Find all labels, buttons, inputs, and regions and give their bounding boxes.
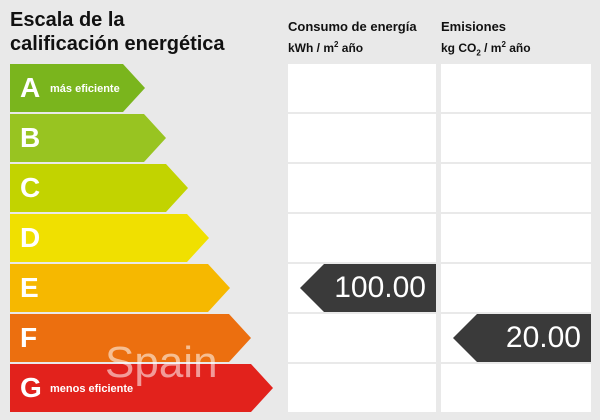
- emissions-cell: [441, 64, 591, 112]
- page-title: Escala de la calificación energética: [10, 8, 225, 56]
- rating-row-b: B: [0, 114, 600, 162]
- title-line-1: Escala de la: [10, 9, 125, 31]
- rating-arrow-f: F: [10, 314, 251, 362]
- rating-letter: F: [20, 322, 38, 353]
- energy-header-title: Consumo de energía: [288, 19, 417, 34]
- rating-row-e: E 100.00: [0, 264, 600, 312]
- energy-cell: [288, 64, 436, 112]
- emissions-header-title: Emisiones: [441, 19, 507, 34]
- energy-cell: [288, 114, 436, 162]
- energy-value-indicator: 100.00: [300, 264, 436, 312]
- rating-letter: E: [20, 272, 39, 303]
- energy-cell: [288, 364, 436, 412]
- emissions-header-unit: kg CO2 / m2 año: [441, 40, 531, 58]
- emissions-cell: [441, 114, 591, 162]
- rating-sublabel: menos eficiente: [50, 383, 134, 395]
- rating-arrow-g: G menos eficiente: [10, 364, 273, 412]
- rating-letter: A: [20, 72, 41, 103]
- emissions-cell: [441, 164, 591, 212]
- rating-row-c: C: [0, 164, 600, 212]
- energy-cell: [288, 214, 436, 262]
- emissions-cell: [441, 214, 591, 262]
- rating-arrow-a: A más eficiente: [10, 64, 145, 112]
- rating-arrow-b: B: [10, 114, 166, 162]
- emissions-cell: [441, 264, 591, 312]
- rating-arrow-e: E: [10, 264, 230, 312]
- rating-arrow-d: D: [10, 214, 209, 262]
- energy-column-header: Consumo de energía kWh / m2 año: [288, 18, 417, 57]
- emissions-cell: [441, 364, 591, 412]
- emissions-value-indicator: 20.00: [453, 314, 591, 362]
- rating-letter: B: [20, 122, 41, 153]
- title-line-2: calificación energética: [10, 33, 225, 55]
- rating-row-a: A más eficiente: [0, 64, 600, 112]
- rating-letter: C: [20, 172, 41, 203]
- rating-row-f: F 20.00: [0, 314, 600, 362]
- energy-cell: [288, 314, 436, 362]
- rating-letter: D: [20, 222, 41, 253]
- rating-row-g: G menos eficiente: [0, 364, 600, 412]
- emissions-column-header: Emisiones kg CO2 / m2 año: [441, 18, 531, 62]
- rating-row-d: D: [0, 214, 600, 262]
- rating-sublabel: más eficiente: [50, 83, 120, 95]
- rating-arrow-c: C: [10, 164, 188, 212]
- energy-cell: [288, 164, 436, 212]
- rating-letter: G: [20, 372, 42, 403]
- energy-header-unit: kWh / m2 año: [288, 40, 364, 55]
